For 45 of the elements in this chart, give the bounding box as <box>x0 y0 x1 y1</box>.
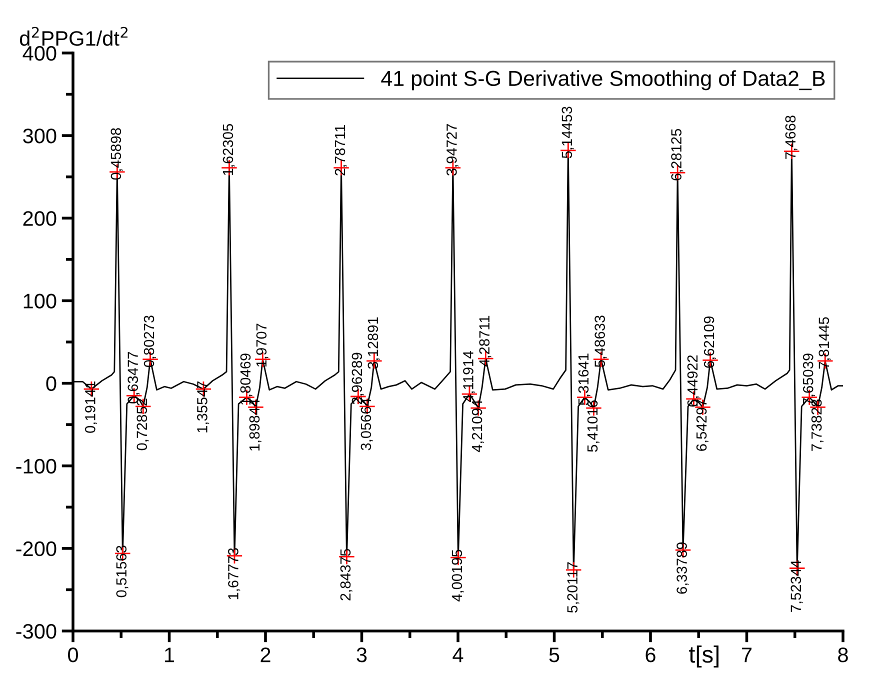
annotation: 1,9707 <box>256 324 268 367</box>
y-tick-label: 0 <box>46 376 56 392</box>
y-tick-label: -300 <box>16 624 56 639</box>
y-tick-label: -100 <box>16 458 56 474</box>
annotation: 4,00195 <box>452 550 464 602</box>
annotation: 5,20117 <box>567 562 580 613</box>
annotation: 2,78711 <box>334 125 347 176</box>
x-tick-label: 1 <box>165 648 174 662</box>
x-tick-label: 2 <box>260 648 270 662</box>
y-axis-title: d$^{2}$PPG1/dt$^{2}$ <box>20 26 128 46</box>
annotation: 1,62305 <box>222 124 235 175</box>
annotation: 1,35547 <box>197 381 210 432</box>
annotation: 6,62109 <box>704 316 716 368</box>
annotation: 0,45898 <box>110 128 123 180</box>
annotation: 3,94727 <box>446 124 459 176</box>
annotation: 6,28125 <box>671 128 684 180</box>
annotation: 7,4668 <box>785 116 798 159</box>
y-tick-label: 200 <box>23 211 56 226</box>
x-tick-label: 0 <box>68 648 78 662</box>
annotation: 0,80273 <box>144 316 156 368</box>
annotation: 6,33789 <box>676 542 689 594</box>
annotation: 4,11914 <box>463 351 476 402</box>
annotation: 7,81445 <box>818 317 831 369</box>
annotation: 4,28711 <box>479 316 492 367</box>
x-tick-label: 8 <box>838 648 848 662</box>
x-tick-label: 7 <box>742 648 752 662</box>
annotation: 5,14453 <box>562 106 574 158</box>
annotation: 3,12891 <box>368 317 380 369</box>
x-tick-label: 3 <box>356 648 367 662</box>
annotation: 2,84375 <box>340 548 352 600</box>
annotation: 5,48633 <box>594 316 607 368</box>
y-tick-label: 400 <box>22 46 56 61</box>
y-tick-label: 300 <box>23 128 56 144</box>
annotation: 4,21094 <box>472 400 484 452</box>
annotation: 7,52344 <box>790 560 803 612</box>
x-tick-label: 5 <box>549 648 560 662</box>
x-tick-label: 6 <box>646 648 656 662</box>
annotation: 0,19141 <box>85 381 98 433</box>
legend-label: 41 point S-G Derivative Smoothing of Data2_B <box>381 70 825 90</box>
annotation: 0,51563 <box>116 546 128 598</box>
annotation: 1,67773 <box>228 548 240 600</box>
y-tick-label: 100 <box>24 294 56 308</box>
y-tick-label: -200 <box>16 541 56 556</box>
x-tick-label: 4 <box>452 648 464 662</box>
x-axis-title: t[s] <box>689 645 718 668</box>
